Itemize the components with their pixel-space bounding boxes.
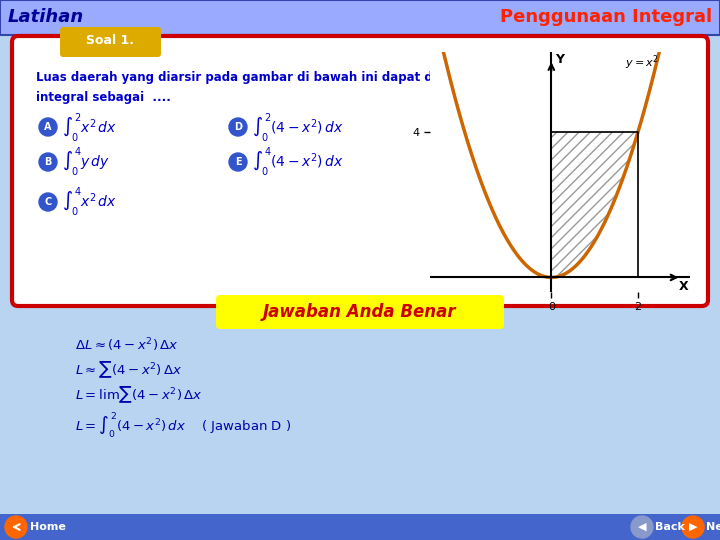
Circle shape [229,118,247,136]
Text: $y = x^2$: $y = x^2$ [625,53,659,72]
Text: $\int_0^4 (4 - x^2)\, dx$: $\int_0^4 (4 - x^2)\, dx$ [252,145,343,179]
Circle shape [229,153,247,171]
FancyBboxPatch shape [216,295,504,329]
Text: Soal 1.: Soal 1. [86,33,135,46]
Text: D: D [234,122,242,132]
Text: B: B [45,157,52,167]
Circle shape [39,118,57,136]
Text: Y: Y [555,53,564,66]
FancyBboxPatch shape [12,36,708,306]
Text: Back: Back [655,522,685,532]
Text: $L = \lim \sum (4 - x^2)\, \Delta x$: $L = \lim \sum (4 - x^2)\, \Delta x$ [75,384,202,406]
Text: $\int_0^2 (4 - x^2)\, dx$: $\int_0^2 (4 - x^2)\, dx$ [252,111,343,144]
Circle shape [5,516,27,538]
Text: ▶: ▶ [689,522,697,532]
Text: A: A [44,122,52,132]
Circle shape [631,516,653,538]
Text: C: C [45,197,52,207]
Text: Next: Next [706,522,720,532]
Text: Luas daerah yang diarsir pada gambar di bawah ini dapat dinyatakan dalam bentuk: Luas daerah yang diarsir pada gambar di … [36,71,593,84]
Text: Latihan: Latihan [8,9,84,26]
Text: Jawaban Anda Benar: Jawaban Anda Benar [264,303,456,321]
Text: X: X [679,280,689,293]
Circle shape [39,153,57,171]
Text: integral sebagai  ....: integral sebagai .... [36,91,171,104]
Text: Penggunaan Integral: Penggunaan Integral [500,9,712,26]
Bar [0,514,720,540]
Text: $\int_0^2 x^2\, dx$: $\int_0^2 x^2\, dx$ [62,111,117,144]
Text: $L = \int_0^2 (4 - x^2)\, dx \quad$ ( Jawaban D ): $L = \int_0^2 (4 - x^2)\, dx \quad$ ( Ja… [75,410,291,440]
Bar [0,0,720,35]
Text: Home: Home [30,522,66,532]
FancyBboxPatch shape [60,27,161,57]
Text: $\Delta L \approx (4 - x^2)\, \Delta x$: $\Delta L \approx (4 - x^2)\, \Delta x$ [75,336,179,354]
Circle shape [39,193,57,211]
Text: $\int_0^4 y\, dy$: $\int_0^4 y\, dy$ [62,145,110,179]
Text: E: E [235,157,241,167]
Circle shape [682,516,704,538]
Text: $\int_0^4 x^2\, dx$: $\int_0^4 x^2\, dx$ [62,186,117,219]
Text: ◀: ◀ [638,522,647,532]
Text: $L \approx \sum (4 - x^2)\, \Delta x$: $L \approx \sum (4 - x^2)\, \Delta x$ [75,360,182,380]
